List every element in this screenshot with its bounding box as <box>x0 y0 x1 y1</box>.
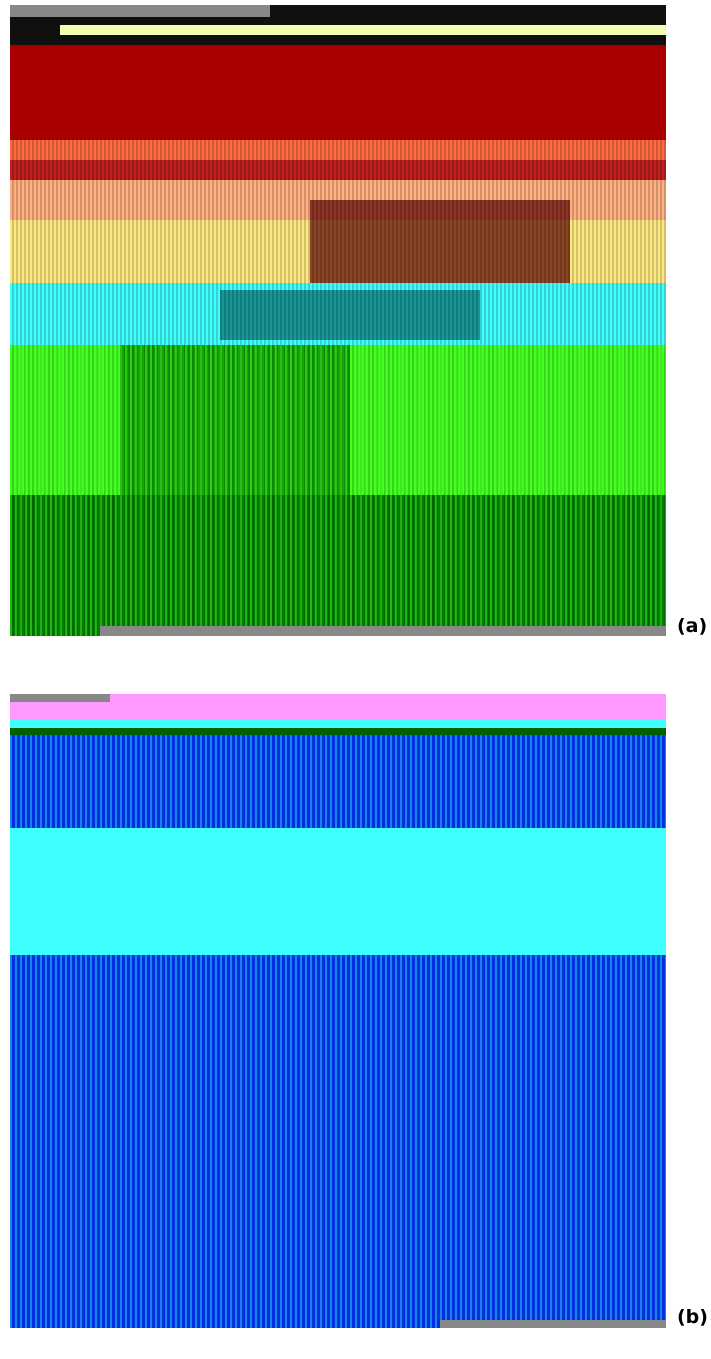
panel-label: (b) <box>677 1306 708 1328</box>
panel-b-image <box>10 694 666 1328</box>
panel-a-image <box>10 5 666 636</box>
panel-label: (a) <box>677 615 707 637</box>
